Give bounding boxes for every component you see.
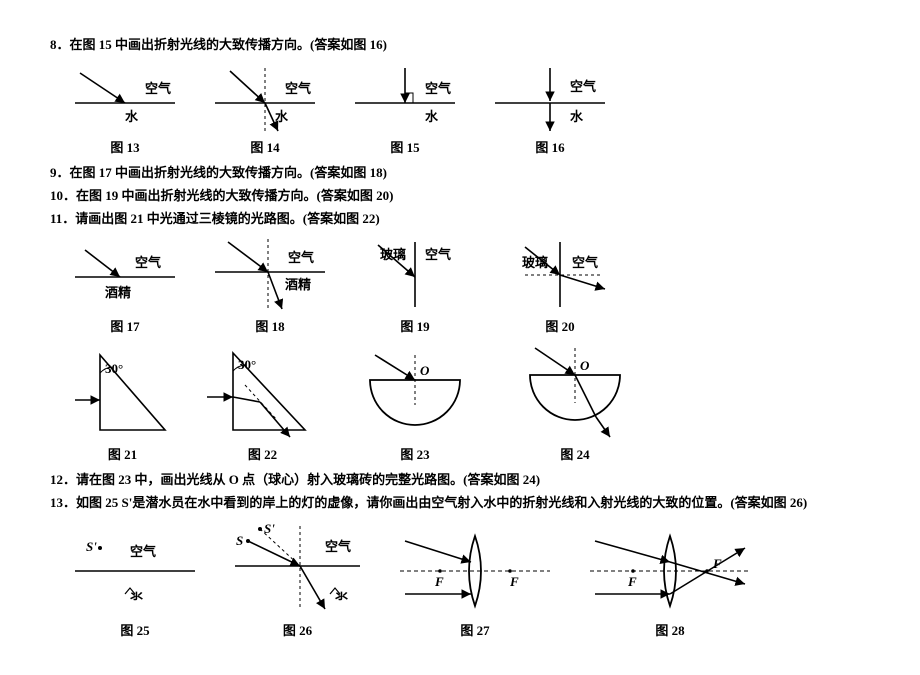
figure-18: 空气 酒精 图 18 — [210, 237, 330, 335]
label-F-left: F — [627, 574, 637, 589]
figure-label-19: 图 19 — [400, 316, 429, 335]
label-water: 水 — [125, 109, 139, 124]
label-glass: 玻璃 — [522, 255, 548, 270]
figure-label-23: 图 23 — [400, 444, 429, 463]
figure-label-13: 图 13 — [110, 137, 139, 156]
figure-17: 空气 酒精 图 17 — [70, 242, 180, 335]
label-alcohol: 酒精 — [105, 285, 131, 300]
label-angle: 30° — [105, 361, 123, 376]
figure-row-25-28: S' 空气 氺 图 25 S' S 空气 氺 — [70, 521, 870, 639]
label-water: 水 — [275, 109, 289, 124]
label-F-left: F — [434, 574, 444, 589]
figure-label-22: 图 22 — [248, 444, 277, 463]
figure-22: 30° 图 22 — [205, 345, 320, 463]
label-air: 空气 — [325, 539, 351, 554]
question-8: 8．在图 15 中画出折射光线的大致传播方向。(答案如图 16) — [50, 34, 870, 53]
question-11: 11．请画出图 21 中光通过三棱镜的光路图。(答案如图 22) — [50, 208, 870, 227]
label-S: S — [236, 533, 243, 548]
question-13: 13．如图 25 S'是潜水员在水中看到的岸上的灯的虚像，请你画出由空气射入水中… — [50, 492, 870, 511]
label-water: 水 — [425, 109, 439, 124]
label-air: 空气 — [425, 81, 451, 96]
question-12: 12．请在图 23 中，画出光线从 O 点（球心）射入玻璃砖的完整光路图。(答案… — [50, 469, 870, 488]
question-10: 10．在图 19 中画出折射光线的大致传播方向。(答案如图 20) — [50, 185, 870, 204]
label-air: 空气 — [425, 247, 451, 262]
label-water: 水 — [570, 109, 584, 124]
label-glass: 玻璃 — [380, 247, 406, 262]
figure-15: 空气 水 图 15 — [350, 63, 460, 156]
figure-13: 空气 水 图 13 — [70, 63, 180, 156]
figure-label-27: 图 27 — [460, 620, 489, 639]
label-F-right: F — [509, 574, 519, 589]
figure-label-17: 图 17 — [110, 316, 139, 335]
figure-label-25: 图 25 — [120, 620, 149, 639]
label-air: 空气 — [285, 81, 311, 96]
question-9: 9．在图 17 中画出折射光线的大致传播方向。(答案如图 18) — [50, 162, 870, 181]
figure-label-26: 图 26 — [283, 620, 312, 639]
figure-row-17-20: 空气 酒精 图 17 空气 酒精 图 18 玻璃 空气 图 19 — [70, 237, 870, 335]
figure-19: 玻璃 空气 图 19 — [360, 237, 470, 335]
figure-label-24: 图 24 — [560, 444, 589, 463]
figure-20: 玻璃 空气 图 20 — [500, 237, 620, 335]
figure-23: O 图 23 — [350, 350, 480, 463]
figure-row-21-24: 30° 图 21 30° 图 22 O 图 23 — [70, 345, 870, 463]
figure-label-16: 图 16 — [535, 137, 564, 156]
label-air: 空气 — [145, 81, 171, 96]
label-air: 空气 — [135, 255, 161, 270]
figure-16: 空气 水 图 16 — [490, 63, 610, 156]
figure-label-18: 图 18 — [255, 316, 284, 335]
figure-14: 空气 水 图 14 — [210, 63, 320, 156]
figure-label-28: 图 28 — [655, 620, 684, 639]
label-air: 空气 — [572, 255, 598, 270]
label-O: O — [420, 363, 430, 378]
figure-row-13-16: 空气 水 图 13 空气 水 图 14 空气 水 图 15 — [70, 63, 870, 156]
figure-label-20: 图 20 — [545, 316, 574, 335]
figure-label-21: 图 21 — [108, 444, 137, 463]
label-angle: 30° — [238, 357, 256, 372]
figure-26: S' S 空气 氺 图 26 — [230, 521, 365, 639]
figure-label-15: 图 15 — [390, 137, 419, 156]
label-Sprime: S' — [86, 539, 97, 554]
figure-27: F F 图 27 — [395, 526, 555, 639]
label-air: 空气 — [130, 544, 156, 559]
figure-28: F F 图 28 — [585, 526, 755, 639]
label-air: 空气 — [288, 250, 314, 265]
figure-label-14: 图 14 — [250, 137, 279, 156]
label-alcohol: 酒精 — [285, 277, 311, 292]
figure-24: O 图 24 — [510, 345, 640, 463]
figure-25: S' 空气 氺 图 25 — [70, 526, 200, 639]
label-O: O — [580, 358, 590, 373]
label-air: 空气 — [570, 79, 596, 94]
figure-21: 30° 图 21 — [70, 345, 175, 463]
